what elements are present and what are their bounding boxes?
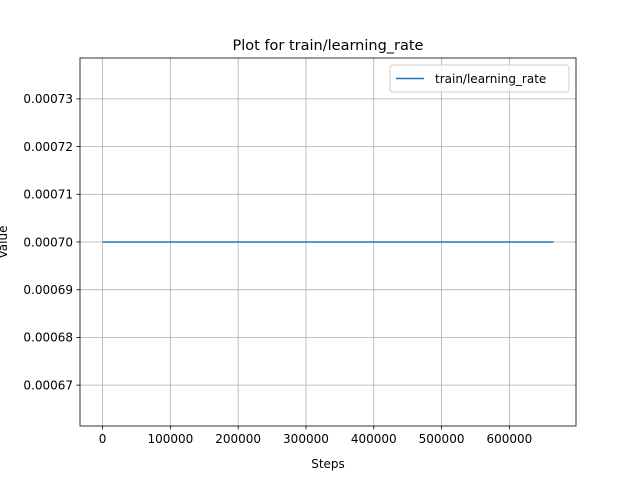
legend: train/learning_rate — [389, 64, 570, 93]
y-tick-label: 0.00069 — [23, 283, 73, 297]
x-tick-label: 300000 — [283, 432, 329, 446]
x-tick-label: 500000 — [419, 432, 465, 446]
x-axis-label: Steps — [311, 457, 345, 471]
x-tick-label: 400000 — [351, 432, 397, 446]
x-tick-label: 600000 — [486, 432, 532, 446]
axis-ticks: 0 100000 200000 300000 400000 500000 600000 0.0… — [23, 92, 532, 446]
y-tick-label: 0.00073 — [23, 92, 73, 106]
x-tick-label: 0 — [99, 432, 107, 446]
y-tick-label: 0.00072 — [23, 140, 73, 154]
y-axis-label: Value — [0, 226, 10, 259]
y-tick-label: 0.00071 — [23, 188, 73, 202]
x-tick-label: 200000 — [215, 432, 261, 446]
legend-box — [389, 64, 570, 93]
y-tick-label: 0.00070 — [23, 235, 73, 249]
x-tick-label: 100000 — [147, 432, 193, 446]
chart-title: Plot for train/learning_rate — [233, 38, 424, 54]
legend-label: train/learning_rate — [435, 72, 546, 86]
y-tick-label: 0.00068 — [23, 331, 73, 345]
y-tick-label: 0.00067 — [23, 378, 73, 392]
